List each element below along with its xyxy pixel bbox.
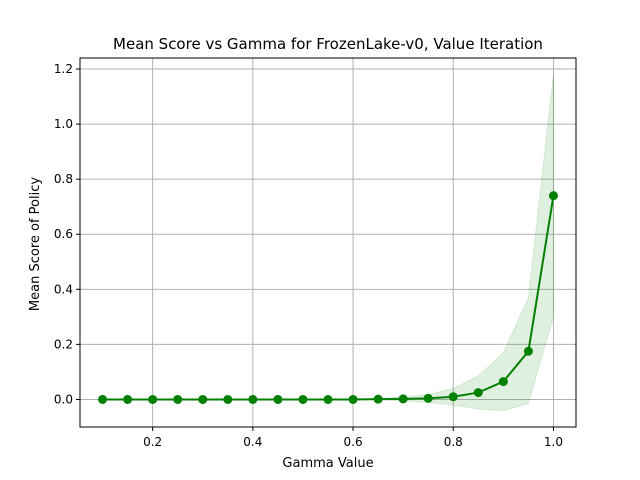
data-point xyxy=(248,394,258,404)
x-tick-label: 0.6 xyxy=(344,435,363,449)
data-point xyxy=(498,377,508,387)
data-point xyxy=(548,191,558,201)
y-axis-label: Mean Score of Policy xyxy=(28,177,43,311)
data-point xyxy=(423,393,433,403)
data-point xyxy=(173,394,183,404)
y-tick-label: 0.2 xyxy=(54,337,73,351)
data-point xyxy=(98,394,108,404)
x-tick-label: 1.0 xyxy=(544,435,563,449)
y-tick-label: 0.0 xyxy=(54,392,73,406)
data-point xyxy=(273,394,283,404)
y-tick-label: 1.0 xyxy=(54,117,73,131)
y-tick-label: 0.4 xyxy=(54,282,73,296)
y-tick-label: 1.2 xyxy=(54,62,73,76)
data-point xyxy=(523,346,533,356)
data-point xyxy=(373,394,383,404)
plot-frame xyxy=(79,57,577,428)
data-point xyxy=(323,394,333,404)
x-tick-label: 0.8 xyxy=(444,435,463,449)
data-point xyxy=(298,394,308,404)
data-point xyxy=(148,394,158,404)
x-axis-label: Gamma Value xyxy=(282,456,373,471)
data-point xyxy=(123,394,133,404)
data-point xyxy=(398,394,408,404)
data-point xyxy=(223,394,233,404)
data-point xyxy=(448,392,458,402)
x-tick-label: 0.2 xyxy=(143,435,162,449)
chart-title: Mean Score vs Gamma for FrozenLake-v0, V… xyxy=(113,35,543,53)
x-tick-label: 0.4 xyxy=(243,435,262,449)
data-point xyxy=(473,388,483,398)
data-point xyxy=(348,394,358,404)
confidence-band xyxy=(102,74,554,411)
data-point xyxy=(198,394,208,404)
plot-area: 0.2 0.4 0.6 0.8 1.0 0.0 0.2 0.4 0.6 0.8 1.0 1.2 xyxy=(54,57,577,449)
y-tick-label: 0.8 xyxy=(54,172,73,186)
y-tick-label: 0.6 xyxy=(54,227,73,241)
